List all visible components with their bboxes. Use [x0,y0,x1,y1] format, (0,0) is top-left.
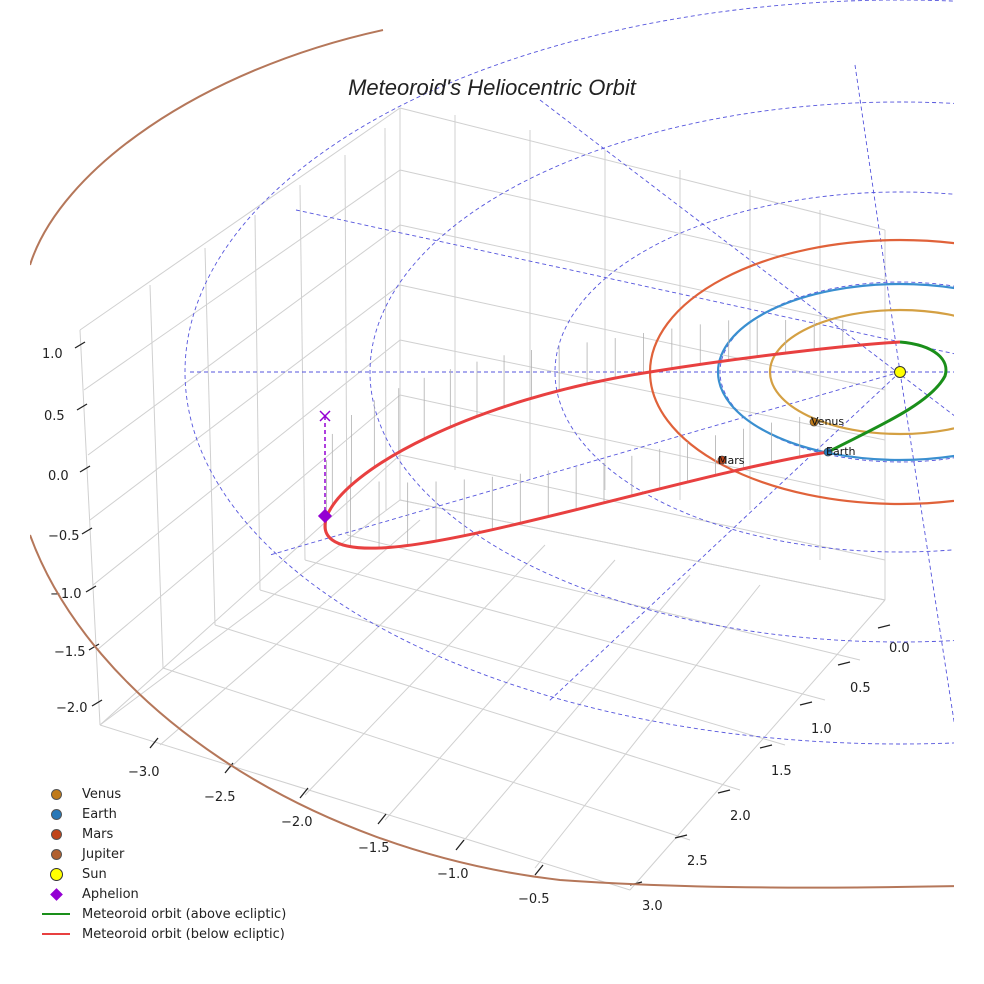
mars-label: Mars [718,454,745,467]
ecliptic-reference-grid [184,0,954,745]
z-tick-label: 0.0 [48,469,69,484]
sun-swatch-icon [49,867,63,881]
legend-label: Mars [82,826,114,842]
legend-label: Aphelion [82,886,139,902]
z-tick-label: 1.0 [42,347,63,362]
y-tick-label: 0.5 [850,681,871,696]
legend-item: Sun [40,864,286,884]
legend-swatch [40,864,72,884]
legend-item: Mars [40,824,286,844]
line-swatch-icon [42,913,70,915]
legend-swatch [40,804,72,824]
legend-label: Jupiter [82,846,125,862]
meteoroid-orbit-below [323,340,901,550]
legend-item: Meteoroid orbit (below ecliptic) [40,924,286,944]
y-tick-label: 2.0 [730,809,751,824]
dot-swatch-icon [50,808,62,820]
x-tick-label: −1.5 [358,841,390,856]
y-tick-label: 3.0 [642,899,663,914]
dot-swatch-icon [50,828,62,840]
venus-orbit [768,308,954,436]
aphelion-marker [317,508,333,524]
mars-marker [717,455,727,465]
z-tick-label: −1.5 [54,645,86,660]
diamond-swatch-icon [49,887,63,901]
x-tick-label: −2.0 [281,815,313,830]
z-tick-label: −0.5 [48,529,80,544]
legend-swatch [40,904,72,924]
earth-marker [823,447,833,457]
meteoroid-orbit-above [827,340,948,454]
axes-grid [79,107,886,891]
x-tick-label: −3.0 [128,765,160,780]
legend-item: Earth [40,804,286,824]
x-tick-label: −1.0 [437,867,469,882]
chart-title: Meteoroid's Heliocentric Orbit [348,75,637,100]
x-tick-label: −2.5 [204,790,236,805]
legend-swatch [40,884,72,904]
legend-label: Meteoroid orbit (above ecliptic) [82,906,287,922]
legend-item: Meteoroid orbit (above ecliptic) [40,904,286,924]
y-tick-label: 0.0 [889,641,910,656]
venus-marker [809,417,819,427]
legend-swatch [40,784,72,804]
z-tick-label: −1.0 [50,587,82,602]
venus-label: Venus [811,415,844,428]
orbit-drop-lines [326,320,844,549]
legend-swatch [40,824,72,844]
legend-item: Venus [40,784,286,804]
legend: Venus Earth Mars Jupiter Sun Aphelion Meteoroi… [40,784,286,944]
earth-label: Earth [826,445,856,458]
aphelion-projection-marker [319,410,331,422]
tick-labels: 1.0 0.5 0.0 −0.5 −1.0 −1.5 −2.0 −3.0 −2.… [42,347,910,914]
line-swatch-icon [42,933,70,935]
legend-label: Earth [82,806,117,822]
y-tick-label: 1.5 [771,764,792,779]
legend-swatch [40,924,72,944]
legend-swatch [40,844,72,864]
dot-swatch-icon [50,848,62,860]
legend-item: Jupiter [40,844,286,864]
y-tick-label: 2.5 [687,854,708,869]
legend-label: Sun [82,866,107,882]
z-tick-label: 0.5 [44,409,65,424]
y-tick-label: 1.0 [811,722,832,737]
jupiter-orbit [30,29,954,889]
x-tick-label: −0.5 [518,892,550,907]
dot-swatch-icon [50,788,62,800]
earth-orbit [716,282,954,462]
legend-label: Meteoroid orbit (below ecliptic) [82,926,285,942]
legend-item: Aphelion [40,884,286,904]
z-tick-label: −2.0 [56,701,88,716]
legend-label: Venus [82,786,122,802]
sun-marker [894,366,906,378]
